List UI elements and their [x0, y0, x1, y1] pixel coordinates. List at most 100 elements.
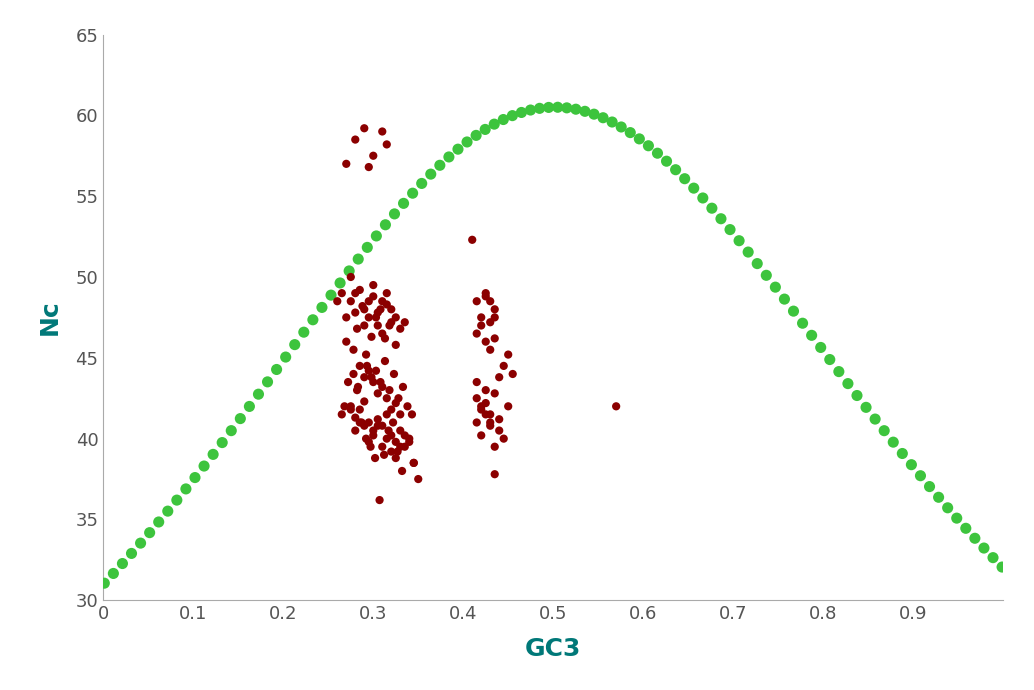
Point — [374, 382, 391, 393]
Point — [381, 425, 397, 436]
Point — [473, 320, 489, 331]
Point — [342, 404, 359, 415]
Point — [362, 441, 378, 452]
Point — [921, 481, 938, 492]
Point — [976, 542, 993, 553]
Point — [374, 420, 391, 431]
Point — [369, 320, 386, 331]
Point — [96, 578, 113, 589]
Point — [912, 470, 929, 481]
Point — [396, 317, 413, 328]
Point — [486, 333, 503, 344]
Point — [365, 279, 382, 290]
Point — [495, 114, 512, 125]
Point — [531, 103, 548, 114]
Point — [336, 401, 353, 412]
Point — [178, 484, 194, 495]
Point — [695, 193, 711, 204]
Point — [388, 339, 404, 351]
Point — [368, 365, 385, 376]
X-axis label: GC3: GC3 — [525, 637, 581, 661]
Point — [477, 124, 493, 135]
Point — [296, 326, 312, 337]
Point — [894, 448, 911, 459]
Point — [712, 213, 729, 224]
Point — [389, 446, 405, 457]
Point — [940, 502, 956, 513]
Point — [491, 372, 508, 383]
Point — [703, 203, 720, 214]
Point — [813, 342, 829, 353]
Point — [459, 137, 476, 148]
Point — [495, 433, 512, 444]
Point — [232, 413, 248, 424]
Point — [876, 425, 892, 436]
Point — [323, 290, 339, 301]
Point — [250, 388, 267, 400]
Point — [403, 409, 420, 420]
Point — [329, 296, 345, 307]
Point — [486, 441, 503, 452]
Point — [371, 495, 388, 506]
Point — [369, 414, 386, 425]
Point — [667, 164, 683, 175]
Point — [132, 538, 149, 549]
Point — [347, 425, 364, 436]
Point — [478, 336, 494, 347]
Point — [482, 344, 498, 355]
Point — [486, 388, 503, 399]
Point — [334, 288, 351, 299]
Point — [541, 102, 557, 113]
Point — [356, 396, 372, 407]
Point — [359, 242, 375, 253]
Point — [349, 253, 366, 264]
Point — [361, 436, 377, 447]
Point — [142, 527, 158, 538]
Point — [374, 441, 391, 452]
Point — [365, 430, 382, 441]
Point — [332, 277, 348, 288]
Point — [473, 401, 489, 412]
Point — [376, 333, 393, 344]
Point — [505, 368, 521, 380]
Y-axis label: Nc: Nc — [37, 299, 62, 335]
Point — [522, 104, 539, 115]
Point — [478, 397, 494, 408]
Point — [356, 372, 372, 383]
Point — [388, 312, 404, 323]
Point — [105, 568, 122, 579]
Point — [392, 323, 408, 334]
Point — [383, 430, 399, 441]
Point — [608, 401, 625, 412]
Point — [478, 384, 494, 395]
Point — [354, 417, 370, 428]
Point — [491, 425, 508, 436]
Point — [495, 360, 512, 371]
Point — [368, 312, 385, 323]
Point — [395, 382, 412, 393]
Point — [305, 314, 322, 325]
Point — [334, 409, 351, 420]
Point — [277, 351, 294, 362]
Point — [478, 291, 494, 302]
Point — [401, 433, 418, 444]
Point — [356, 420, 372, 431]
Point — [486, 119, 503, 130]
Point — [269, 364, 285, 375]
Point — [549, 101, 566, 112]
Point — [585, 108, 602, 119]
Point — [631, 133, 647, 144]
Point — [383, 304, 399, 315]
Point — [468, 377, 485, 388]
Point — [388, 436, 404, 447]
Point — [395, 198, 412, 209]
Point — [405, 457, 422, 469]
Point — [169, 495, 185, 506]
Point — [241, 401, 257, 412]
Point — [355, 301, 371, 312]
Point — [340, 377, 357, 388]
Point — [676, 173, 693, 184]
Point — [286, 339, 303, 350]
Point — [388, 453, 404, 464]
Point — [622, 127, 639, 138]
